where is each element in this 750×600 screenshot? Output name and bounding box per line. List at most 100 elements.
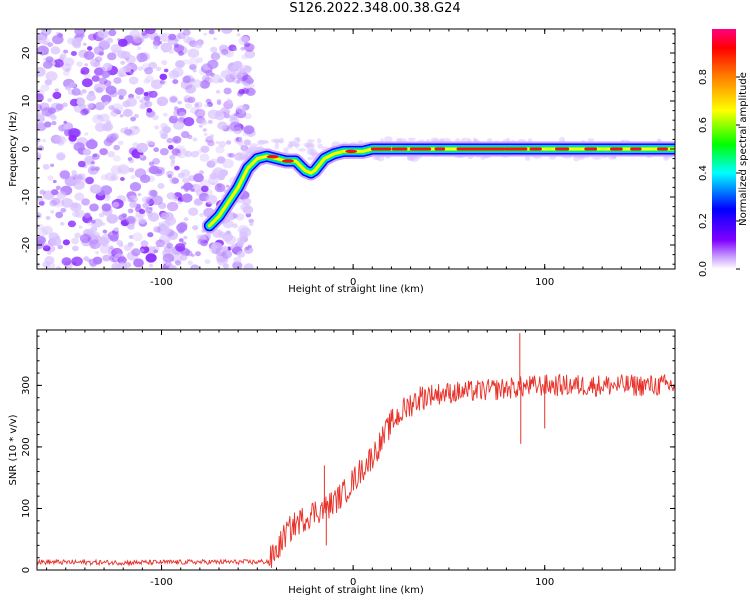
noise-blob: [136, 142, 149, 153]
noise-blob: [207, 119, 213, 124]
noise-blob: [73, 178, 81, 185]
noise-blob: [104, 196, 110, 202]
noise-blob: [141, 32, 150, 39]
noise-blob: [185, 84, 197, 94]
noise-blob: [78, 173, 86, 180]
noise-blob: [37, 66, 46, 77]
noise-blob: [213, 37, 217, 41]
noise-blob: [200, 145, 210, 153]
noise-blob: [176, 107, 187, 117]
noise-blob: [80, 108, 89, 116]
noise-blob: [50, 237, 62, 246]
noise-blob: [165, 216, 177, 226]
noise-blob: [169, 96, 178, 103]
noise-blob: [171, 177, 180, 184]
noise-blob: [116, 70, 126, 78]
noise-blob: [221, 249, 233, 259]
noise-blob: [226, 140, 232, 145]
noise-blob: [233, 256, 242, 264]
noise-blob: [93, 218, 104, 227]
noise-blob: [106, 37, 114, 44]
noise-blob: [153, 44, 159, 50]
noise-blob: [106, 64, 112, 69]
colorbar-ticks: 0.0 0.2 0.4 0.6 0.8: [698, 69, 740, 277]
noise-blob: [161, 60, 168, 66]
y-tick-label: 300: [21, 376, 32, 395]
noise-blob: [47, 251, 52, 255]
noise-blob: [50, 134, 62, 144]
noise-blob: [113, 77, 122, 84]
noise-blob: [177, 228, 185, 234]
noise-blob: [131, 42, 136, 46]
noise-blob: [139, 99, 144, 103]
noise-blob: [148, 61, 158, 70]
ridge-core: [266, 154, 279, 159]
noise-blob: [38, 228, 48, 237]
snr-frame: [36, 329, 676, 571]
noise-blob: [61, 198, 74, 208]
noise-blob: [65, 85, 71, 91]
noise-blob: [102, 35, 111, 43]
noise-blob: [173, 106, 179, 111]
noise-blob: [180, 185, 186, 190]
noise-blob: [94, 56, 103, 63]
noise-blob: [128, 76, 139, 85]
spectrogram-ridge: [201, 141, 675, 234]
noise-blob: [57, 33, 63, 38]
noise-blob: [487, 138, 493, 143]
noise-blob: [152, 158, 161, 165]
noise-blob: [73, 142, 85, 152]
noise-blob: [78, 225, 83, 229]
noise-blob: [157, 183, 165, 189]
noise-blob: [226, 152, 232, 158]
noise-blob: [173, 120, 185, 130]
noise-blob: [127, 197, 133, 203]
y-tick-label: -20: [21, 237, 32, 253]
noise-blob: [57, 244, 63, 250]
noise-blob: [100, 102, 105, 106]
noise-blob: [61, 257, 72, 266]
noise-blob: [209, 134, 214, 138]
noise-blob: [236, 240, 245, 247]
noise-blob: [128, 167, 135, 173]
noise-blob: [83, 51, 95, 60]
noise-blob: [210, 158, 218, 165]
noise-blob: [160, 132, 168, 140]
noise-blob: [210, 74, 222, 84]
noise-blob: [172, 136, 182, 144]
noise-blob: [244, 65, 252, 72]
noise-blob: [208, 245, 219, 254]
noise-blob: [187, 48, 200, 58]
noise-blob: [42, 245, 51, 252]
noise-blob: [190, 150, 199, 158]
noise-blob: [167, 174, 172, 179]
colorbar-tick-label: 0.2: [698, 213, 709, 229]
colorbar-tick-label: 0.4: [698, 165, 709, 181]
noise-blob: [138, 218, 147, 225]
noise-blob: [55, 103, 64, 111]
noise-blob: [215, 145, 225, 154]
noise-blob: [248, 218, 254, 224]
y-tick-label: 100: [21, 499, 32, 518]
noise-blob: [221, 29, 233, 34]
x-tick-label: 0: [350, 577, 356, 588]
noise-blob: [58, 136, 67, 144]
noise-blob: [80, 70, 85, 75]
noise-blob: [137, 46, 142, 50]
snr-ticks: -100 0 100 0 100 200 300: [21, 330, 675, 588]
noise-blob: [90, 167, 96, 172]
noise-blob: [102, 229, 108, 234]
noise-blob: [110, 44, 122, 53]
noise-blob: [242, 88, 250, 94]
ridge-core: [281, 159, 294, 163]
noise-blob: [89, 184, 102, 194]
noise-blob: [200, 119, 208, 126]
noise-blob: [243, 263, 254, 269]
noise-blob: [248, 143, 258, 148]
noise-blob: [226, 98, 231, 102]
noise-blob: [153, 166, 165, 177]
noise-blob: [207, 140, 215, 147]
ridge-core: [345, 149, 358, 154]
noise-blob: [274, 142, 279, 150]
noise-blob: [147, 232, 154, 238]
